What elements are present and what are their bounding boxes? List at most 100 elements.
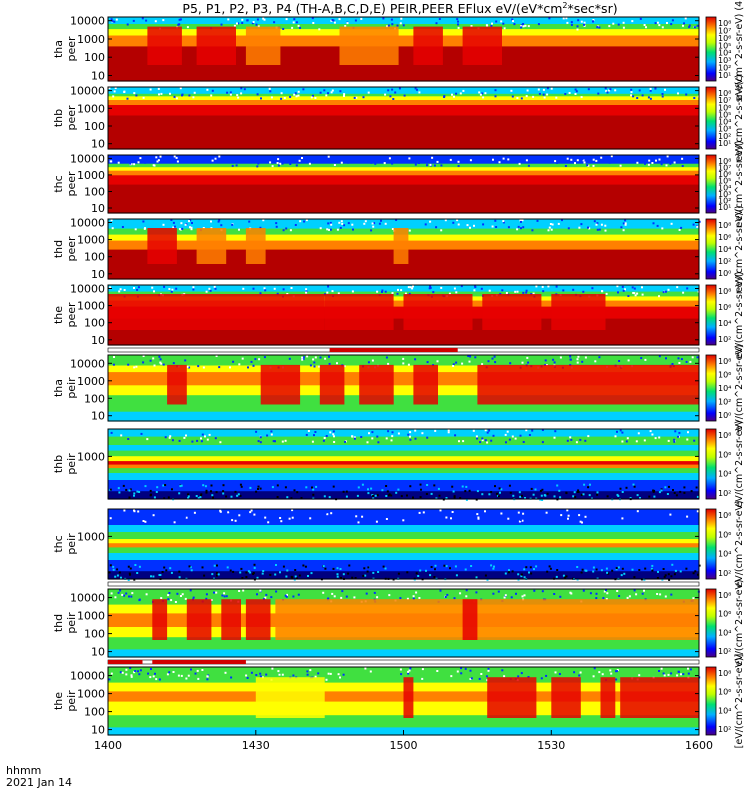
noise-speck: [179, 87, 182, 90]
noise-speck: [388, 157, 391, 160]
noise-speck: [403, 510, 406, 513]
noise-speck: [577, 355, 580, 358]
noise-speck: [470, 565, 473, 567]
noise-speck: [440, 229, 443, 232]
noise-speck: [605, 598, 608, 601]
noise-speck: [370, 487, 373, 490]
noise-speck: [574, 496, 577, 499]
noise-speck: [678, 431, 681, 434]
noise-speck: [371, 222, 374, 225]
noise-speck: [565, 17, 568, 20]
noise-speck: [676, 286, 679, 289]
noise-speck: [551, 223, 554, 226]
noise-speck: [445, 157, 448, 160]
noise-speck: [295, 21, 298, 24]
noise-speck: [521, 494, 523, 497]
noise-speck: [136, 490, 139, 493]
noise-speck: [503, 27, 506, 30]
noise-speck: [370, 229, 373, 232]
noise-speck: [525, 95, 528, 98]
noise-speck: [171, 439, 174, 442]
noise-speck: [658, 436, 661, 439]
noise-speck: [257, 485, 260, 488]
noise-speck: [522, 23, 525, 25]
noise-speck: [238, 228, 240, 231]
noise-speck: [550, 228, 553, 231]
panel-frame: [107, 284, 700, 346]
noise-speck: [434, 564, 437, 567]
noise-speck: [402, 357, 405, 360]
noise-speck: [567, 227, 570, 230]
noise-speck: [354, 19, 357, 22]
noise-speck: [570, 21, 573, 24]
noise-speck: [205, 597, 208, 600]
noise-speck: [661, 227, 664, 230]
noise-speck: [592, 19, 595, 21]
panel-frame: [107, 218, 700, 280]
noise-speck: [212, 496, 214, 499]
noise-speck: [661, 95, 664, 98]
noise-speck: [445, 516, 448, 519]
noise-speck: [133, 671, 136, 674]
noise-speck: [580, 20, 583, 23]
noise-speck: [519, 495, 522, 498]
noise-speck: [245, 674, 248, 677]
noise-speck: [557, 157, 560, 160]
noise-speck: [170, 219, 173, 221]
noise-speck: [336, 573, 339, 576]
noise-speck: [432, 291, 435, 294]
noise-speck: [581, 568, 584, 571]
noise-speck: [462, 158, 465, 160]
noise-speck: [473, 161, 476, 164]
noise-speck: [232, 570, 235, 573]
noise-speck: [221, 594, 224, 597]
noise-speck: [353, 96, 356, 99]
noise-speck: [240, 92, 243, 95]
spectrogram-band: [108, 28, 699, 36]
noise-speck: [600, 156, 603, 159]
noise-speck: [439, 509, 442, 512]
y-tick-label: 10: [91, 138, 105, 151]
noise-speck: [522, 291, 525, 294]
noise-speck: [285, 18, 288, 21]
noise-speck: [468, 521, 471, 524]
noise-speck: [636, 510, 639, 513]
noise-speck: [445, 565, 448, 568]
noise-speck: [548, 226, 551, 229]
event-interval: [196, 228, 227, 264]
noise-speck: [527, 25, 530, 28]
noise-speck: [185, 677, 188, 680]
noise-speck: [622, 26, 625, 29]
noise-speck: [331, 290, 334, 293]
noise-speck: [123, 90, 126, 93]
noise-speck: [561, 517, 564, 520]
noise-speck: [621, 440, 624, 443]
noise-speck: [123, 512, 126, 515]
noise-speck: [596, 493, 599, 496]
noise-speck: [681, 165, 684, 167]
noise-speck: [546, 93, 549, 96]
noise-speck: [453, 496, 456, 499]
noise-speck: [157, 87, 160, 90]
noise-speck: [517, 573, 520, 576]
noise-speck: [385, 437, 388, 440]
noise-speck: [150, 575, 152, 578]
noise-speck: [608, 89, 611, 92]
noise-speck: [653, 513, 656, 516]
noise-speck: [133, 92, 136, 95]
noise-speck: [556, 161, 558, 164]
noise-speck: [592, 164, 595, 167]
noise-speck: [695, 486, 698, 489]
spectrogram-band: [108, 552, 699, 560]
noise-speck: [677, 92, 679, 95]
noise-speck: [493, 355, 496, 358]
noise-speck: [581, 521, 583, 524]
noise-speck: [302, 88, 305, 91]
noise-speck: [126, 23, 129, 26]
noise-speck: [645, 26, 647, 29]
noise-speck: [149, 88, 152, 91]
noise-speck: [209, 289, 212, 292]
noise-speck: [339, 90, 342, 93]
noise-speck: [490, 439, 493, 442]
